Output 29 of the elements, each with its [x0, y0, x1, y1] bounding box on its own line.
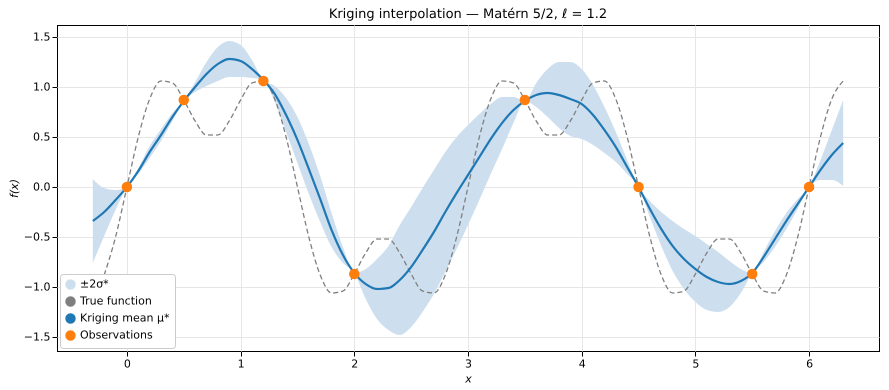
legend-label: True function — [79, 294, 152, 308]
y-tick-label: 0.5 — [33, 130, 50, 144]
point — [178, 94, 190, 106]
x-tick-label: 0 — [124, 358, 131, 370]
point — [349, 268, 360, 280]
y-tick-label: 1.5 — [33, 30, 50, 44]
chart-title: Kriging interpolation — Matérn 5/2, ℓ = 1.2 — [328, 7, 608, 22]
y-tick-label: 1.0 — [33, 80, 50, 94]
x-tick-label: 4 — [578, 358, 586, 370]
point — [520, 94, 530, 106]
point — [746, 268, 758, 280]
legend-label: ±2σ* — [80, 278, 110, 290]
y-tick-label: 0.0 — [33, 180, 50, 194]
point — [258, 76, 269, 86]
point — [804, 182, 814, 192]
point — [633, 182, 644, 192]
x-tick-label: 2 — [351, 358, 358, 370]
x-tick-label: 3 — [465, 358, 472, 370]
x-tick-label: 1 — [238, 358, 245, 370]
x-axis-title: x — [464, 372, 472, 386]
legend-label: Kriging mean μ* — [80, 312, 170, 324]
legend-label: Observations — [80, 328, 153, 342]
y-tick-label: −1.0 — [24, 280, 50, 294]
point — [122, 182, 132, 192]
x-tick-label: 5 — [692, 358, 700, 370]
y-tick-label: −0.5 — [24, 230, 50, 244]
y-tick-label: −1.5 — [24, 330, 50, 344]
x-tick-label: 6 — [806, 358, 814, 370]
y-axis-title: f(x) — [8, 179, 21, 198]
